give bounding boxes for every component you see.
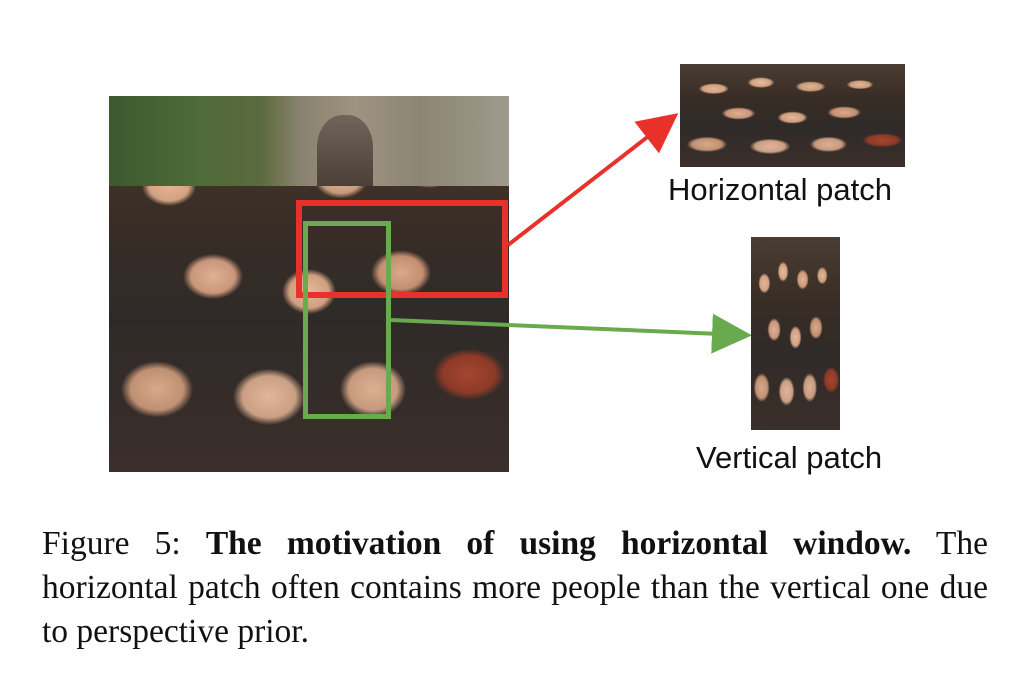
horizontal-patch-label: Horizontal patch (668, 172, 893, 207)
horizontal-arrow (506, 113, 679, 247)
horizontal-patch-image (680, 64, 905, 167)
crowd-photo (109, 96, 509, 472)
figure-number: Figure 5: (42, 525, 181, 562)
vertical-arrow (390, 313, 752, 354)
vertical-patch-label: Vertical patch (696, 440, 883, 475)
vertical-patch-box (303, 221, 391, 419)
figure-caption: Figure 5: The motivation of using horizo… (42, 522, 988, 654)
figure-title: The motivation of using horizontal windo… (205, 525, 912, 562)
figure-body: The horizontal patch often contains more… (42, 525, 989, 650)
vertical-patch-image (751, 237, 840, 430)
horizontal-patch-box (296, 200, 508, 298)
